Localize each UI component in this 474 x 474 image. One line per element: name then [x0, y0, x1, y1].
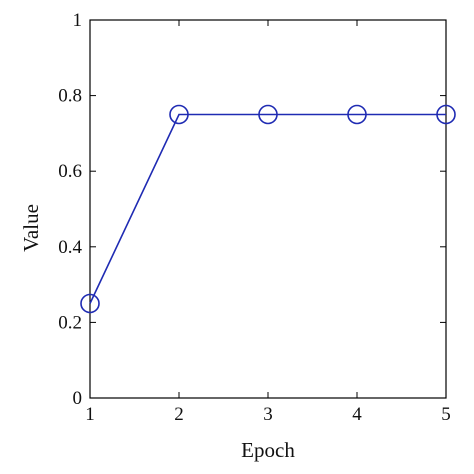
- x-tick-label: 3: [263, 404, 273, 425]
- series-markers: [80, 104, 456, 314]
- data-point-marker: [80, 293, 100, 314]
- y-tick-label: 0.4: [58, 237, 82, 258]
- plot-frame: [89, 19, 447, 399]
- x-tick-label: 5: [441, 404, 451, 425]
- x-tick-label: 2: [174, 404, 184, 425]
- series-lines: [89, 113, 446, 304]
- x-tick-label: 1: [85, 404, 95, 425]
- data-point-marker: [169, 104, 189, 125]
- y-tick-label: 0.2: [58, 312, 82, 333]
- series-line: [89, 113, 446, 304]
- plot-area-border: [89, 19, 447, 399]
- data-point-marker: [436, 104, 456, 125]
- y-tick-label: 1: [73, 10, 83, 31]
- x-axis: 1 2 3 4 5: [85, 20, 451, 425]
- data-point-marker: [347, 104, 367, 125]
- y-axis-label: Value: [19, 204, 43, 252]
- y-axis: 0 0.2 0.4 0.6 0.8 1: [58, 10, 446, 409]
- x-tick-label: 4: [352, 404, 362, 425]
- y-tick-label: 0: [73, 388, 83, 409]
- data-point-marker: [258, 104, 278, 125]
- x-axis-label: Epoch: [241, 438, 295, 462]
- y-tick-label: 0.6: [58, 161, 82, 182]
- y-tick-label: 0.8: [58, 86, 82, 107]
